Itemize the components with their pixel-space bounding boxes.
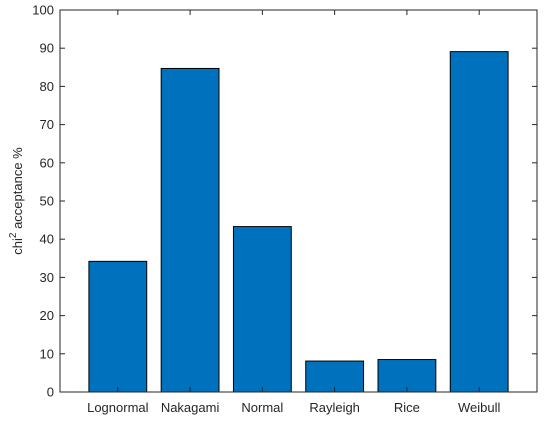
y-axis: 0 10 20 30 40 50 60 70 80 90 100	[32, 3, 537, 400]
x-axis: Lognormal Nakagami Normal Rayleigh Rice Weibu…	[87, 10, 500, 415]
y-tick-label-80: 80	[40, 79, 54, 94]
x-tick-label-weibull: Weibull	[458, 400, 501, 415]
bar-normal	[232, 226, 292, 393]
x-tick-label-normal: Normal	[241, 400, 283, 415]
y-tick-label-30: 30	[40, 270, 54, 285]
y-axis-label: chi2 acceptance %	[8, 147, 25, 255]
bar-weibull	[449, 51, 509, 393]
y-axis-label-base: chi	[10, 238, 25, 255]
y-tick-label-0: 0	[47, 385, 54, 400]
y-tick-label-60: 60	[40, 155, 54, 170]
y-tick-label-10: 10	[40, 346, 54, 361]
y-tick-label-50: 50	[40, 194, 54, 209]
y-axis-label-rest: acceptance %	[10, 147, 25, 233]
y-tick-label-20: 20	[40, 308, 54, 323]
x-tick-label-lognormal: Lognormal	[87, 400, 149, 415]
y-tick-label-100: 100	[32, 3, 54, 18]
x-tick-label-nakagami: Nakagami	[161, 400, 220, 415]
x-tick-label-rice: Rice	[394, 400, 420, 415]
y-tick-label-90: 90	[40, 41, 54, 56]
bar-lognormal	[88, 260, 148, 393]
bar-rayleigh	[305, 360, 365, 393]
bar-nakagami	[160, 67, 220, 393]
y-axis-label-superscript: 2	[8, 232, 19, 238]
x-tick-label-rayleigh: Rayleigh	[309, 400, 360, 415]
bars-layer	[88, 51, 509, 393]
y-tick-label-40: 40	[40, 232, 54, 247]
bar-rice	[377, 359, 437, 393]
y-tick-label-70: 70	[40, 117, 54, 132]
